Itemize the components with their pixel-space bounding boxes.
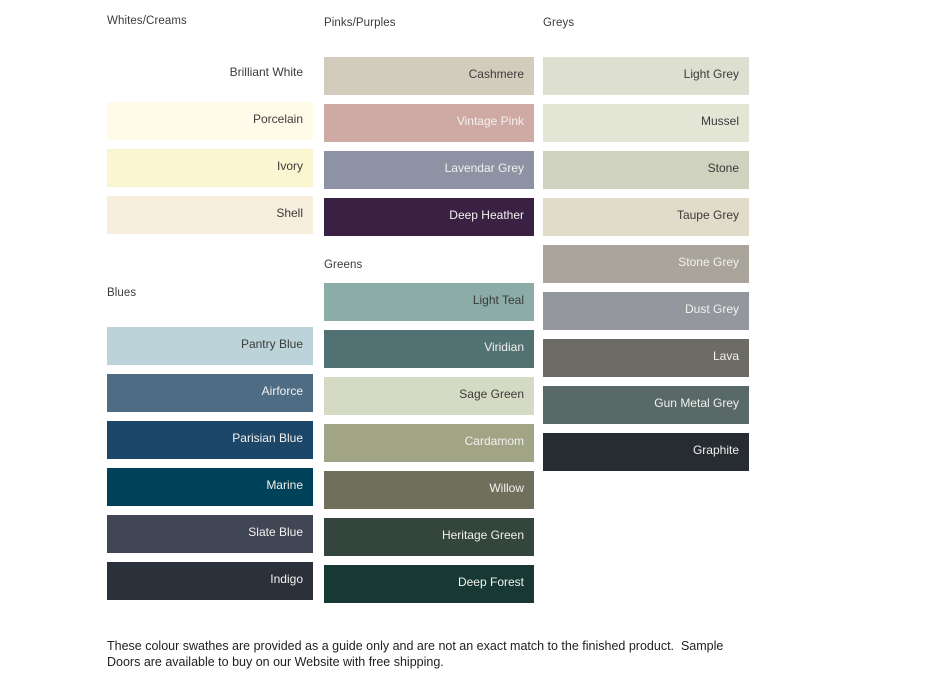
swatch-label: Lavendar Grey <box>444 161 524 175</box>
swatch-taupe-grey: Taupe Grey <box>543 198 749 236</box>
disclaimer-text: These colour swathes are provided as a g… <box>107 639 727 669</box>
swatch-label: Stone <box>707 161 739 175</box>
swatch-label: Dust Grey <box>684 302 739 316</box>
swatch-label: Shell <box>276 206 303 220</box>
swatch-label: Mussel <box>700 114 739 128</box>
swatch-airforce: Airforce <box>107 374 313 412</box>
swatch-label: Vintage Pink <box>456 114 524 128</box>
swatch-label: Deep Forest <box>457 575 524 589</box>
swatch-group-whites-creams: Whites/Creams Brilliant White Porcelain Ivo… <box>107 14 313 234</box>
swatch-porcelain: Porcelain <box>107 102 313 140</box>
swatch-lavendar-grey: Lavendar Grey <box>324 151 534 189</box>
swatch-label: Light Teal <box>472 293 524 307</box>
swatch-label: Marine <box>266 478 303 492</box>
swatch-deep-forest: Deep Forest <box>324 565 534 603</box>
swatch-heritage-green: Heritage Green <box>324 518 534 556</box>
group-title-pinks-purples: Pinks/Purples <box>324 17 396 29</box>
swatch-brilliant-white: Brilliant White <box>107 55 313 93</box>
swatch-group-greys: Greys Light Grey Mussel Stone Taupe Grey Ston… <box>543 16 749 471</box>
group-title-greens: Greens <box>324 259 363 271</box>
swatch-column: Whites/Creams Brilliant White Porcelain Ivo… <box>107 0 313 609</box>
swatch-label: Ivory <box>276 159 303 173</box>
swatch-column: Pinks/Purples Cashmere Vintage Pink Lavenda… <box>324 0 534 612</box>
swatch-parisian-blue: Parisian Blue <box>107 421 313 459</box>
swatch-label: Airforce <box>261 384 303 398</box>
swatch-cardamom: Cardamom <box>324 424 534 462</box>
swatch-group-greens: Greens Light Teal Viridian Sage Green Cardam… <box>324 258 534 603</box>
swatch-label: Heritage Green <box>441 528 524 542</box>
swatch-graphite: Graphite <box>543 433 749 471</box>
swatch-group-pinks-purples: Pinks/Purples Cashmere Vintage Pink Lavenda… <box>324 16 534 236</box>
swatch-sage-green: Sage Green <box>324 377 534 415</box>
swatch-label: Indigo <box>270 572 303 586</box>
swatch-light-teal: Light Teal <box>324 283 534 321</box>
group-title-blues: Blues <box>107 287 137 299</box>
group-title-greys: Greys <box>543 17 575 29</box>
swatch-label: Porcelain <box>252 112 303 126</box>
swatch-gun-metal-grey: Gun Metal Grey <box>543 386 749 424</box>
swatch-dust-grey: Dust Grey <box>543 292 749 330</box>
swatch-mussel: Mussel <box>543 104 749 142</box>
swatch-label: Cashmere <box>468 67 524 81</box>
swatch-stone-grey: Stone Grey <box>543 245 749 283</box>
group-title-whites-creams: Whites/Creams <box>107 15 187 27</box>
swatch-ivory: Ivory <box>107 149 313 187</box>
swatch-label: Cardamom <box>464 434 524 448</box>
swatch-viridian: Viridian <box>324 330 534 368</box>
swatch-stone: Stone <box>543 151 749 189</box>
swatch-label: Stone Grey <box>678 255 739 269</box>
swatch-light-grey: Light Grey <box>543 57 749 95</box>
swatch-cashmere: Cashmere <box>324 57 534 95</box>
swatch-label: Deep Heather <box>449 208 524 222</box>
swatch-shell: Shell <box>107 196 313 234</box>
swatch-vintage-pink: Vintage Pink <box>324 104 534 142</box>
swatch-label: Lava <box>712 349 739 363</box>
swatch-lava: Lava <box>543 339 749 377</box>
swatch-label: Sage Green <box>459 387 524 401</box>
swatch-slate-blue: Slate Blue <box>107 515 313 553</box>
swatch-label: Light Grey <box>683 67 739 81</box>
swatch-group-blues: Blues Pantry Blue Airforce Parisian Blue Mar… <box>107 286 313 600</box>
swatch-label: Brilliant White <box>229 65 303 79</box>
swatch-label: Slate Blue <box>248 525 303 539</box>
swatch-label: Taupe Grey <box>676 208 739 222</box>
swatch-label: Viridian <box>484 340 524 354</box>
swatch-pantry-blue: Pantry Blue <box>107 327 313 365</box>
swatch-deep-heather: Deep Heather <box>324 198 534 236</box>
swatch-column: Greys Light Grey Mussel Stone Taupe Grey Ston… <box>543 0 749 480</box>
swatch-label: Graphite <box>692 443 739 457</box>
swatch-willow: Willow <box>324 471 534 509</box>
swatch-marine: Marine <box>107 468 313 506</box>
swatch-label: Gun Metal Grey <box>654 396 739 410</box>
swatch-label: Pantry Blue <box>240 337 303 351</box>
swatch-label: Parisian Blue <box>232 431 303 445</box>
swatch-indigo: Indigo <box>107 562 313 600</box>
swatch-label: Willow <box>489 481 524 495</box>
